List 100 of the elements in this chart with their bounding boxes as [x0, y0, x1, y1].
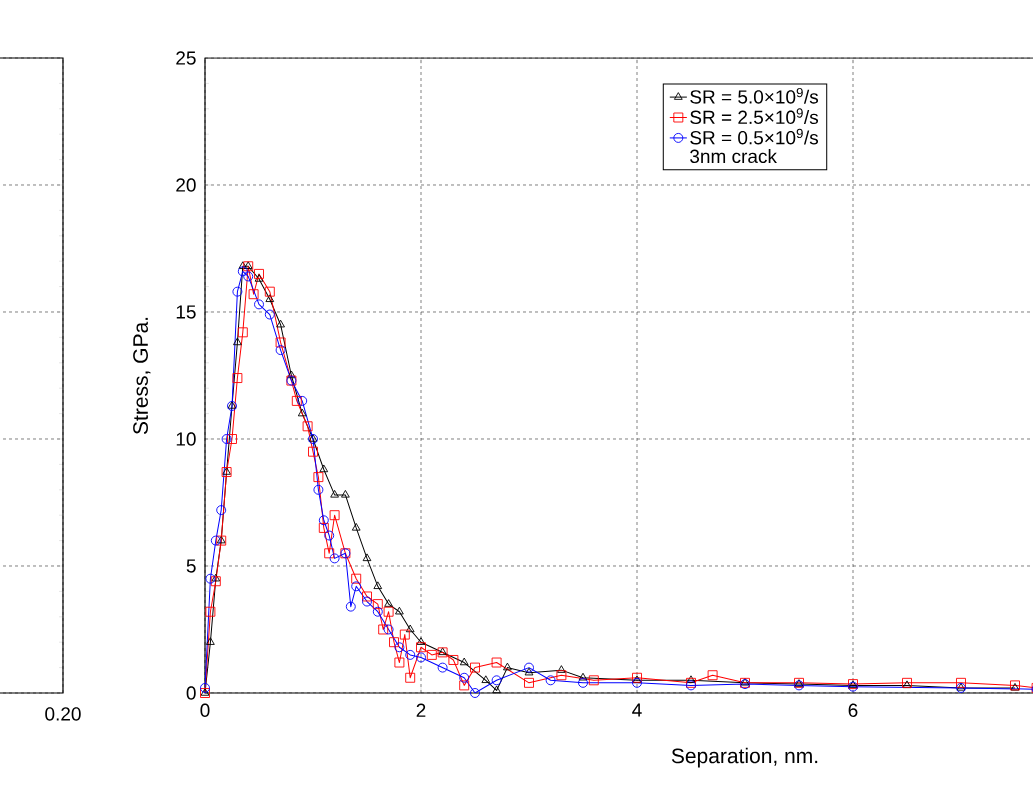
- x-tick-label: 4: [632, 703, 642, 717]
- point: [330, 489, 339, 498]
- point: [491, 657, 502, 668]
- point: [956, 677, 966, 688]
- point: [351, 522, 361, 531]
- point: [405, 649, 416, 660]
- point: [313, 484, 324, 495]
- point: [524, 662, 534, 673]
- legend-label: SR = 2.5×10$^{9}$/s: [690, 108, 819, 125]
- point: [329, 553, 340, 564]
- point: [459, 657, 469, 666]
- point: [329, 510, 340, 521]
- point: [578, 677, 588, 688]
- point: [264, 309, 275, 320]
- point: [297, 395, 308, 406]
- point: [302, 421, 313, 432]
- point: [210, 576, 221, 587]
- point: [362, 596, 372, 607]
- point: [707, 670, 718, 681]
- point: [481, 675, 491, 683]
- point: [318, 522, 329, 533]
- point: [588, 675, 599, 686]
- y-tick-label: 5: [186, 559, 196, 573]
- point: [378, 624, 389, 635]
- point: [399, 629, 410, 640]
- point: [216, 505, 227, 516]
- point: [383, 624, 394, 635]
- y-tick-label: 20: [176, 178, 196, 192]
- point: [248, 289, 259, 300]
- legend-label: SR = 0.5×10$^{9}$/s: [690, 128, 819, 145]
- point: [345, 601, 356, 612]
- point: [341, 489, 350, 498]
- point: [206, 637, 215, 645]
- point: [556, 670, 567, 681]
- point: [394, 642, 405, 653]
- point: [416, 642, 426, 653]
- point: [426, 649, 437, 660]
- point: [416, 637, 426, 645]
- point: [297, 408, 307, 417]
- point: [372, 606, 383, 617]
- point: [524, 667, 534, 676]
- point: [205, 606, 216, 617]
- point: [232, 373, 243, 383]
- point: [324, 548, 335, 559]
- point: [254, 299, 264, 310]
- point: [384, 599, 393, 607]
- point: [686, 675, 696, 683]
- point: [437, 662, 448, 673]
- point: [491, 675, 502, 686]
- y-tick-label: 15: [176, 305, 196, 319]
- point: [233, 337, 242, 346]
- point: [237, 327, 248, 338]
- point: [470, 688, 480, 698]
- point: [211, 573, 221, 582]
- y-tick-label: 25: [176, 51, 196, 65]
- point: [275, 345, 286, 356]
- point: [221, 434, 232, 444]
- point: [524, 677, 534, 688]
- x-tick-label: 6: [848, 703, 858, 717]
- point: [200, 682, 210, 693]
- point: [362, 591, 372, 602]
- point: [492, 685, 501, 694]
- point: [324, 530, 335, 541]
- y-axis-title: Stress, GPa.: [133, 317, 151, 435]
- y-tick-label: 10: [176, 432, 196, 446]
- point: [318, 515, 329, 526]
- point: [243, 271, 254, 282]
- point: [416, 652, 426, 663]
- x-axis-title: Separation, nm.: [671, 747, 818, 768]
- point: [470, 662, 480, 673]
- point: [237, 266, 248, 277]
- point: [395, 606, 404, 615]
- point: [405, 624, 415, 633]
- point: [578, 672, 588, 681]
- legend-title: 3nm crack: [690, 149, 777, 164]
- x-tick-label: 0: [200, 703, 210, 717]
- point: [383, 606, 394, 617]
- point: [275, 337, 286, 348]
- point: [372, 599, 383, 610]
- point: [205, 573, 216, 584]
- point: [557, 665, 566, 673]
- point: [373, 581, 383, 590]
- point: [287, 370, 296, 379]
- point: [254, 268, 264, 279]
- point: [319, 464, 329, 473]
- point: [448, 655, 459, 665]
- point: [232, 286, 243, 297]
- point: [351, 573, 362, 584]
- point: [238, 261, 248, 269]
- legend-label: SR = 5.0×10$^{9}$/s: [690, 87, 819, 104]
- point: [308, 446, 318, 457]
- y-tick-label: 0: [186, 686, 196, 700]
- point: [313, 472, 324, 483]
- point: [394, 657, 405, 668]
- point: [545, 675, 556, 686]
- text: 0.20: [45, 707, 81, 721]
- point: [362, 553, 372, 562]
- point: [276, 319, 285, 328]
- x-tick-label: 2: [416, 703, 426, 717]
- point: [632, 677, 642, 688]
